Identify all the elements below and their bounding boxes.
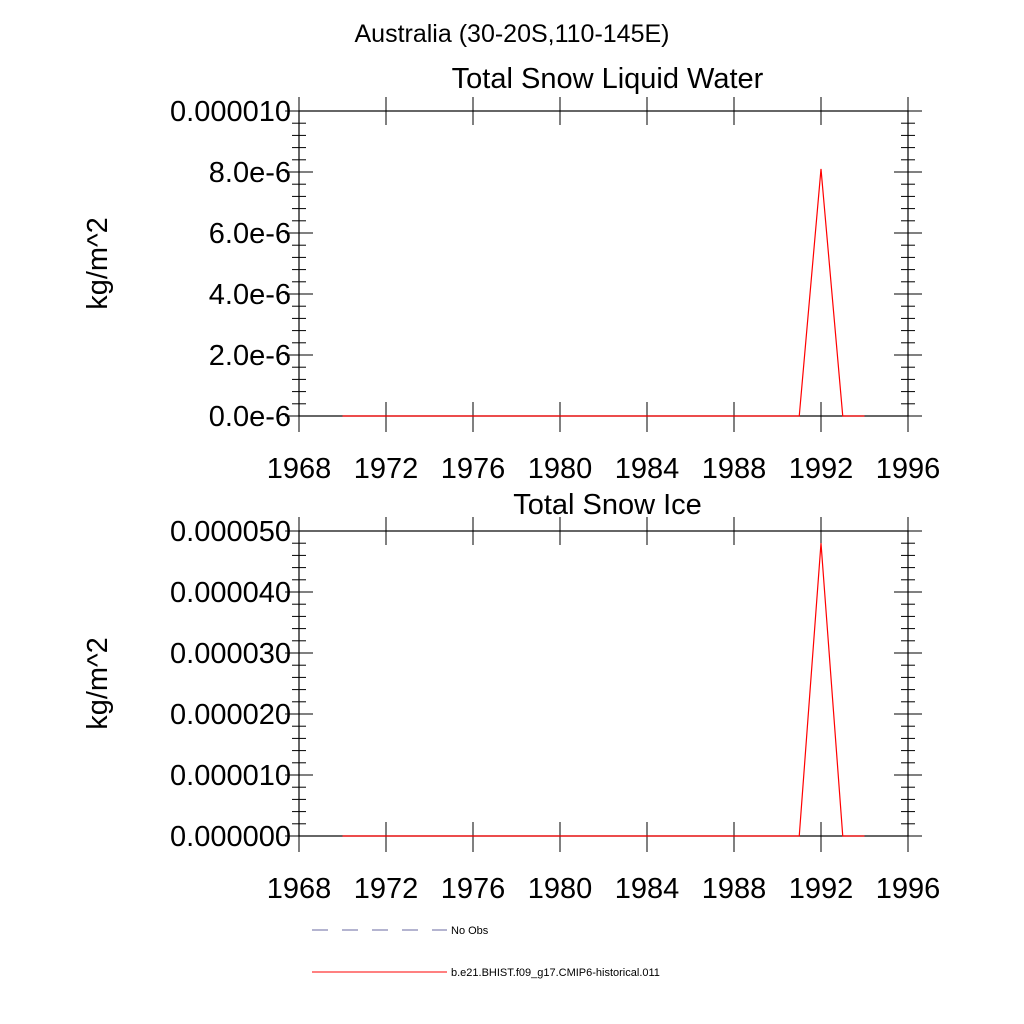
y-tick-label: 0.000040	[170, 577, 291, 609]
y-tick-label: 0.000000	[170, 821, 291, 853]
panel-title: Total Snow Liquid Water	[452, 63, 764, 95]
y-tick-label: 0.000020	[170, 699, 291, 731]
x-tick-label: 1972	[354, 873, 419, 905]
y-tick-label: 6.0e-6	[209, 218, 291, 250]
x-tick-label: 1996	[876, 873, 941, 905]
x-tick-label: 1992	[789, 873, 854, 905]
y-axis-label: kg/m^2	[82, 217, 114, 310]
x-tick-label: 1968	[267, 453, 332, 485]
x-tick-label: 1996	[876, 453, 941, 485]
x-tick-label: 1980	[528, 453, 593, 485]
x-tick-label: 1968	[267, 873, 332, 905]
x-tick-label: 1988	[702, 873, 767, 905]
legend: No Obs b.e21.BHIST.f09_g17.CMIP6-historic…	[312, 925, 660, 979]
plot-frame	[298, 530, 909, 837]
panel-snow-liquid-water: Total Snow Liquid Water kg/m^2 1968 1972 197…	[82, 63, 940, 485]
y-tick-label: 4.0e-6	[209, 279, 291, 311]
y-tick-label: 0.000010	[170, 760, 291, 792]
panel-title: Total Snow Ice	[513, 489, 702, 521]
y-tick-label: 0.0e-6	[209, 401, 291, 433]
y-tick-label: 0.000030	[170, 638, 291, 670]
x-tick-label: 1972	[354, 453, 419, 485]
x-tick-label: 1976	[441, 873, 506, 905]
legend-label: b.e21.BHIST.f09_g17.CMIP6-historical.011	[451, 967, 660, 979]
x-tick-label: 1980	[528, 873, 593, 905]
y-tick-label: 8.0e-6	[209, 157, 291, 189]
x-tick-label: 1992	[789, 453, 854, 485]
region-title: Australia (30-20S,110-145E)	[355, 20, 670, 48]
series-line	[342, 543, 865, 837]
series-line	[342, 168, 865, 417]
x-tick-label: 1976	[441, 453, 506, 485]
plot-frame	[298, 110, 909, 417]
x-tick-label: 1988	[702, 453, 767, 485]
y-axis-label: kg/m^2	[82, 637, 114, 730]
x-tick-label: 1984	[615, 873, 680, 905]
x-tick-label: 1984	[615, 453, 680, 485]
panel-snow-ice: Total Snow Ice kg/m^2 1968 1972 1976 1980 1984…	[82, 489, 940, 905]
legend-label: No Obs	[451, 925, 489, 937]
y-tick-label: 0.000050	[170, 516, 291, 548]
y-tick-label: 0.000010	[170, 96, 291, 128]
y-tick-label: 2.0e-6	[209, 340, 291, 372]
